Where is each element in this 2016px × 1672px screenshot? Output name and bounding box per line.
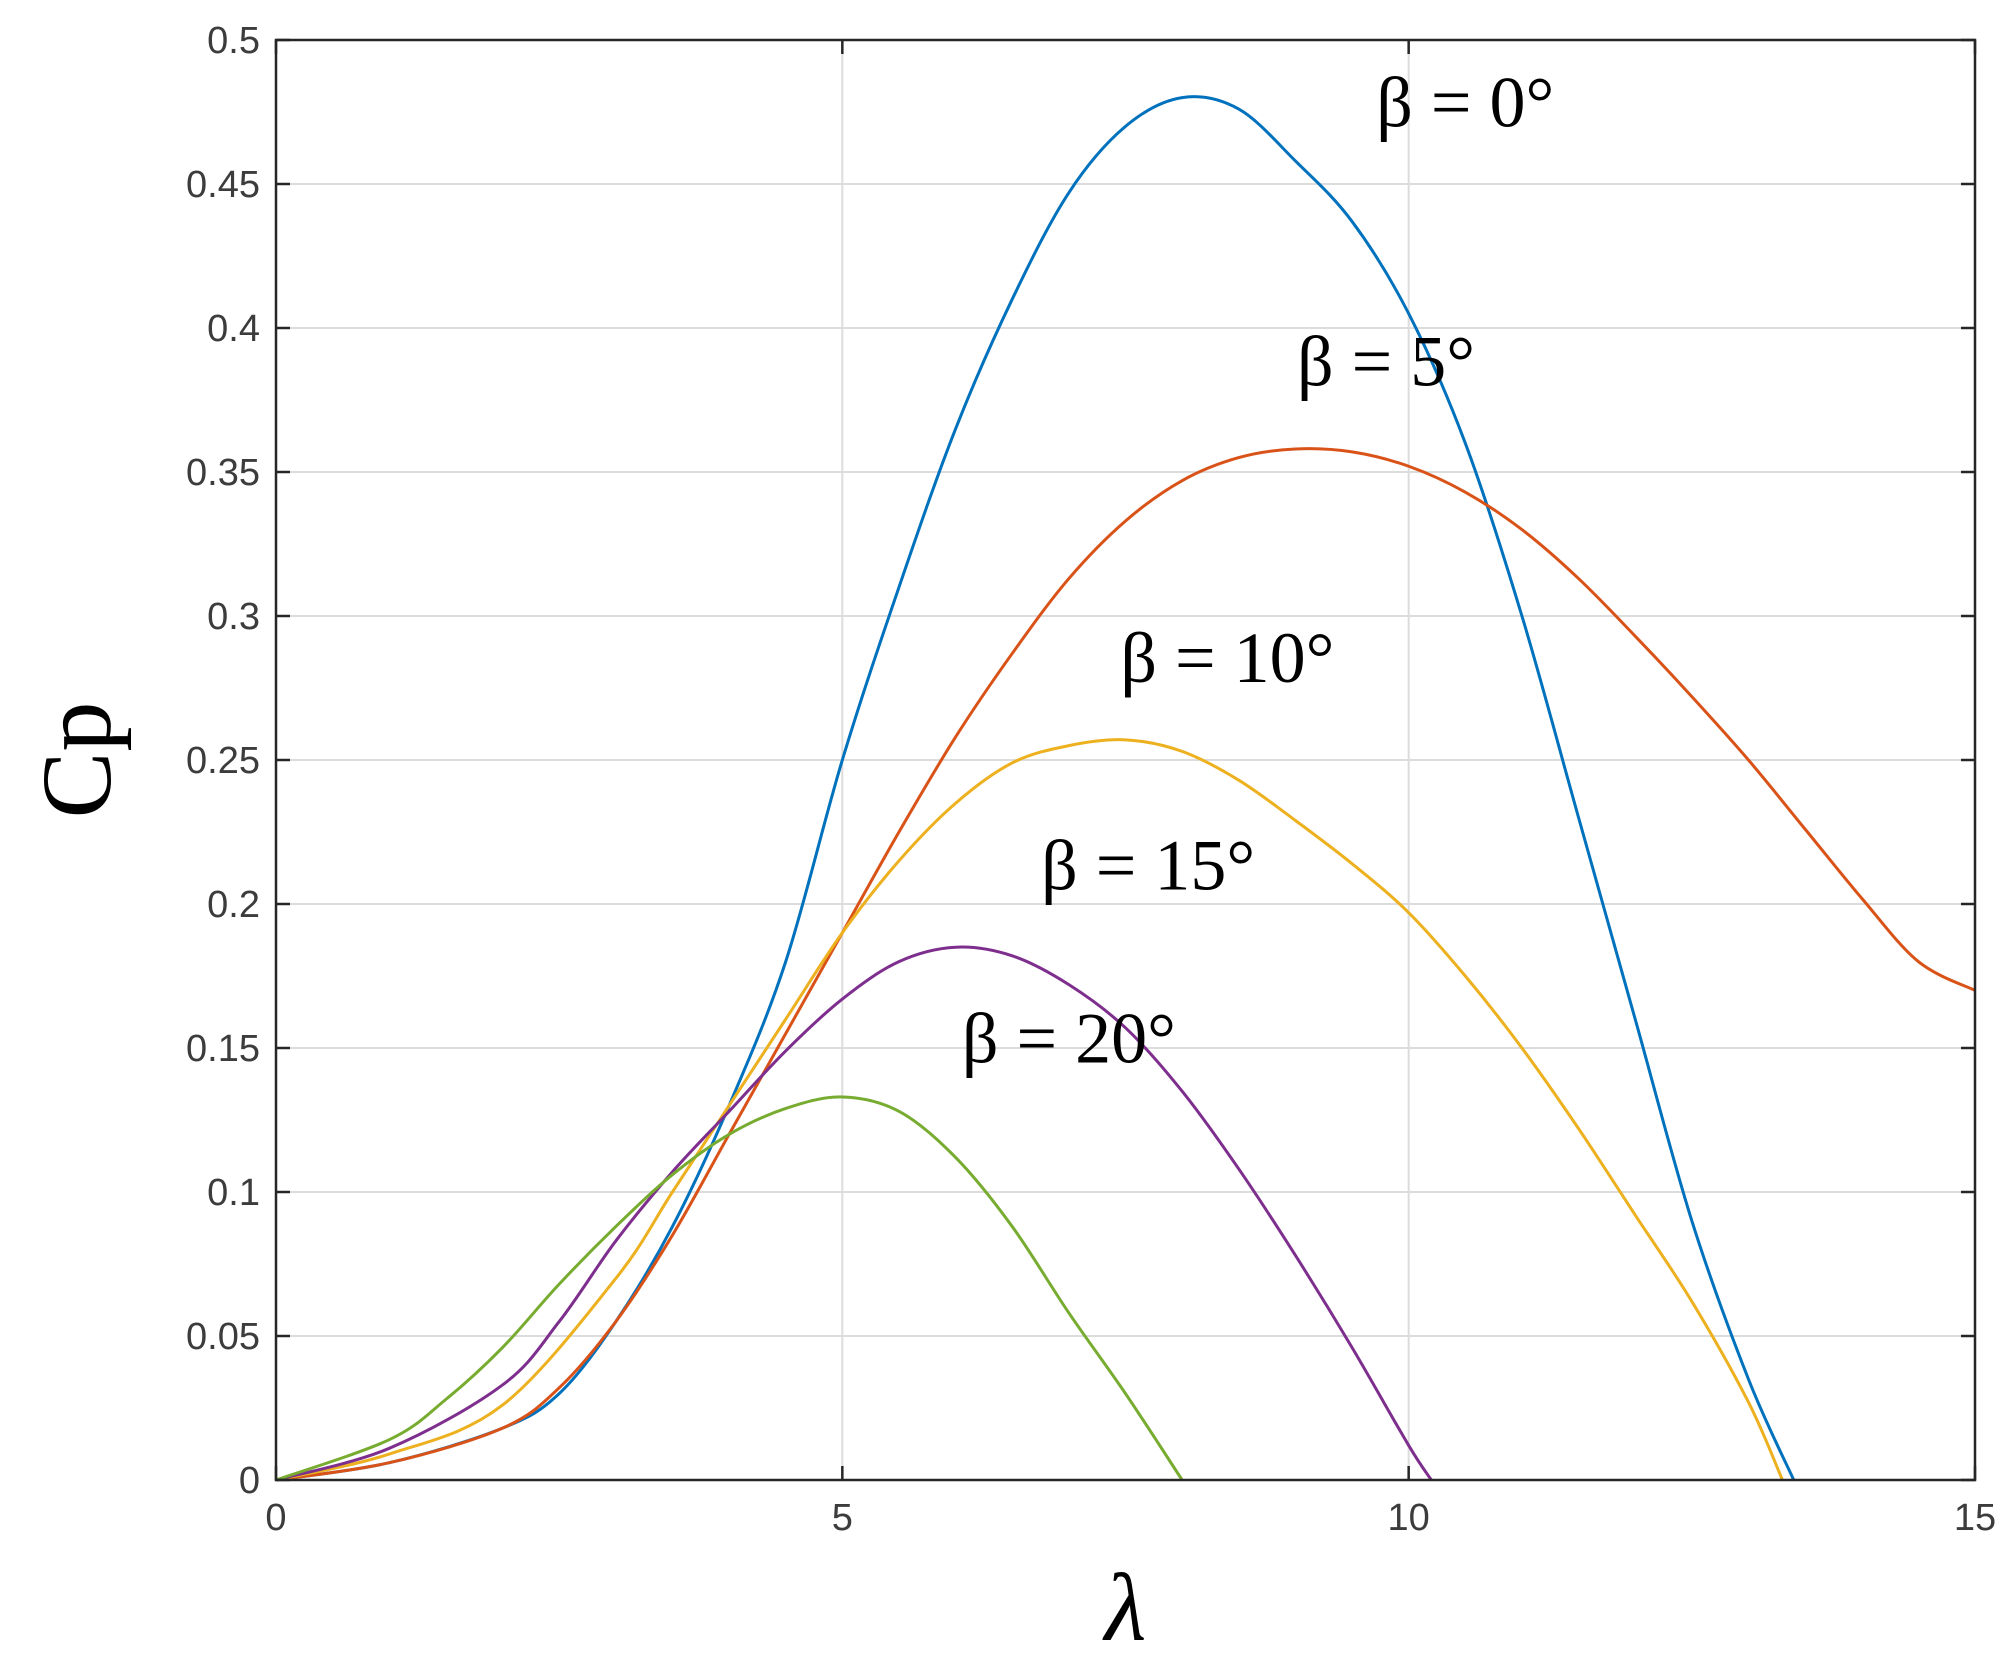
x-tick-label: 0 <box>265 1497 286 1539</box>
x-tick-label: 5 <box>832 1497 853 1539</box>
series-line-beta-0 <box>275 95 1796 1482</box>
curve-label: β = 5° <box>1297 322 1475 402</box>
curve-label: β = 20° <box>962 998 1176 1078</box>
x-tick-label: 15 <box>1954 1497 1996 1539</box>
y-tick-label: 0.2 <box>207 884 260 926</box>
curve-label: β = 0° <box>1376 62 1554 142</box>
y-tick-label: 0.15 <box>186 1028 260 1070</box>
y-tick-label: 0.5 <box>207 20 260 62</box>
x-axis-title: λ <box>1102 1554 1147 1661</box>
y-tick-label: 0 <box>239 1460 260 1502</box>
y-axis-title: Cp <box>21 702 132 819</box>
y-tick-label: 0.45 <box>186 164 260 206</box>
axis-ticks: 0 5 10 15 0 0.05 0.1 0.15 0.2 0.25 0.3 0.35 0.4 0.45 0… <box>186 20 1996 1539</box>
y-tick-label: 0.05 <box>186 1316 260 1358</box>
grid-lines <box>276 40 1975 1480</box>
y-tick-label: 0.25 <box>186 740 260 782</box>
series-line-beta-1 <box>275 447 1976 1482</box>
curve-label: β = 15° <box>1041 826 1255 906</box>
y-tick-label: 0.35 <box>186 452 260 494</box>
series-line-beta-4 <box>275 1095 1184 1482</box>
y-tick-label: 0.4 <box>207 308 260 350</box>
curve-label: β = 10° <box>1120 618 1334 698</box>
series-lines <box>275 95 1976 1482</box>
series-line-beta-2 <box>275 738 1784 1482</box>
series-line-beta-3 <box>275 945 1433 1482</box>
x-tick-label: 10 <box>1388 1497 1430 1539</box>
y-tick-label: 0.1 <box>207 1172 260 1214</box>
y-tick-label: 0.3 <box>207 596 260 638</box>
curve-annotations: β = 0° β = 5° β = 10° β = 15° β = 20° <box>962 62 1554 1078</box>
